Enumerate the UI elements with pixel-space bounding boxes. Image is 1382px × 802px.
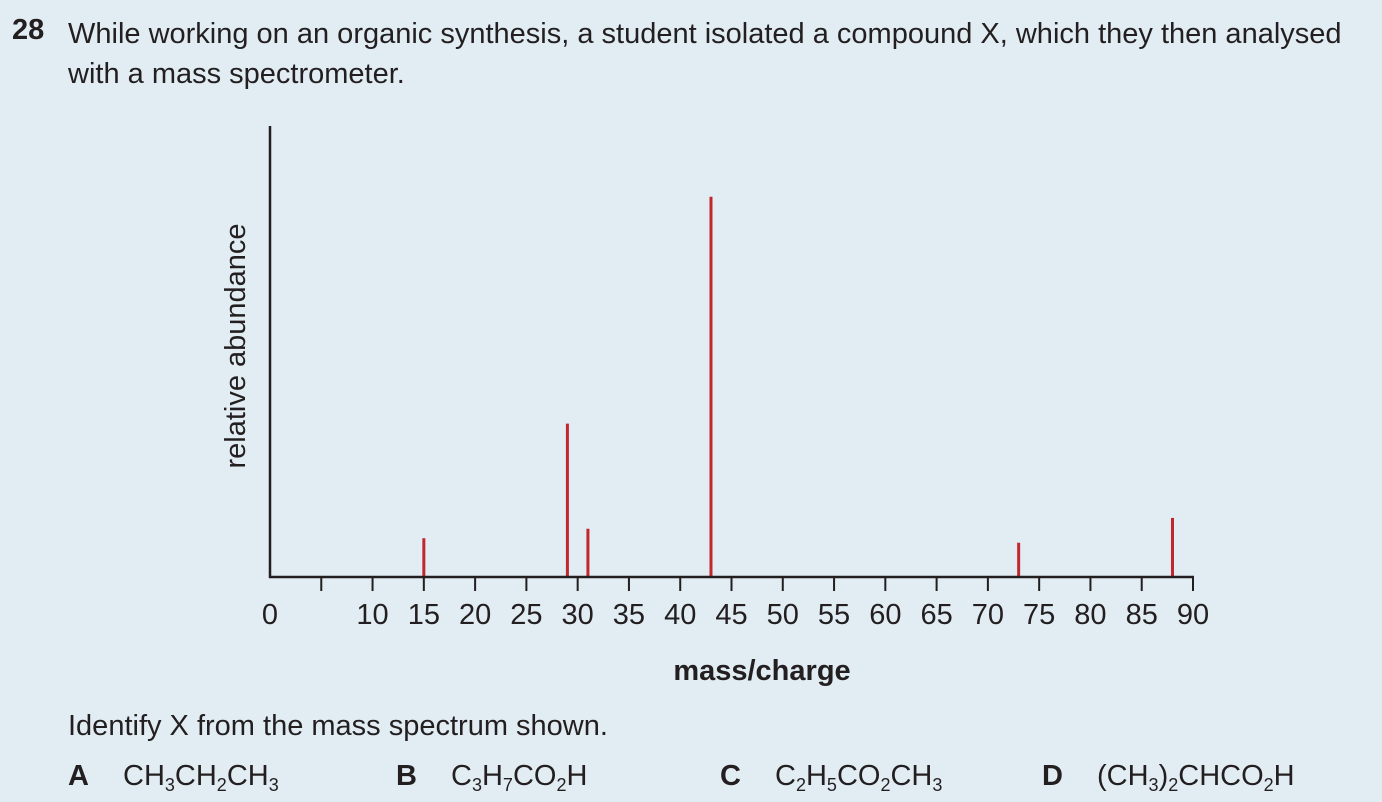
x-tick-label: 20: [459, 599, 491, 631]
question-number: 28: [12, 14, 45, 46]
x-tick-label: 35: [613, 599, 645, 631]
question-text: While working on an organic synthesis, a…: [68, 18, 1342, 90]
x-tick-label: 40: [664, 599, 696, 631]
option-c[interactable]: C C2H5CO2CH3: [720, 760, 943, 795]
x-tick-label: 90: [1177, 599, 1209, 631]
x-tick-label: 0: [262, 599, 278, 631]
mass-spectrum-chart: 0 10 15 20 25 30 35 40 45 50 55 60 65 70 75 80 85 90 mass/…: [220, 126, 1209, 687]
x-tick-label: 85: [1126, 599, 1158, 631]
y-axis-label: relative abundance: [220, 223, 252, 468]
question-prompt: Identify X from the mass spectrum shown.: [68, 710, 608, 742]
x-tick-label: 25: [510, 599, 542, 631]
x-tick-label: 55: [818, 599, 850, 631]
option-formula: CH3CH2CH3: [123, 760, 279, 795]
option-letter: A: [68, 760, 89, 792]
option-d[interactable]: D (CH3)2CHCO2H: [1042, 760, 1295, 795]
x-tick-label: 60: [869, 599, 901, 631]
x-tick-label: 15: [408, 599, 440, 631]
option-formula: (CH3)2CHCO2H: [1097, 760, 1295, 795]
x-tick-label: 45: [715, 599, 747, 631]
option-formula: C3H7CO2H: [451, 760, 588, 795]
option-formula: C2H5CO2CH3: [775, 760, 943, 795]
x-tick-label: 65: [920, 599, 952, 631]
x-tick-label: 70: [972, 599, 1004, 631]
x-tick-label: 75: [1023, 599, 1055, 631]
option-letter: C: [720, 760, 741, 792]
x-tick-label: 80: [1074, 599, 1106, 631]
option-letter: B: [396, 760, 417, 792]
x-axis-label: mass/charge: [673, 655, 850, 687]
x-tick-label: 30: [562, 599, 594, 631]
option-letter: D: [1042, 760, 1063, 792]
x-tick-label: 50: [767, 599, 799, 631]
option-a[interactable]: A CH3CH2CH3: [68, 760, 279, 795]
x-tick-label: 10: [356, 599, 388, 631]
option-b[interactable]: B C3H7CO2H: [396, 760, 588, 795]
